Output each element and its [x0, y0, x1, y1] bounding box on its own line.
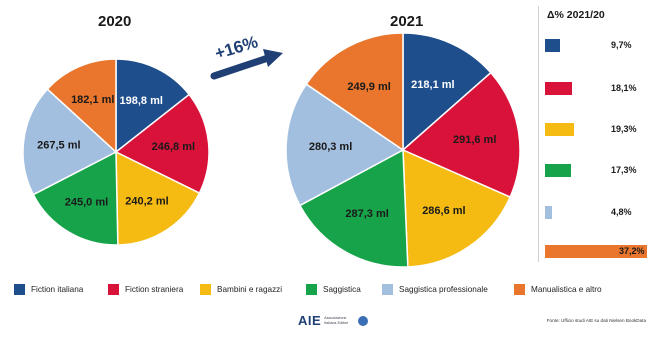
- aie-logo-text: Associazione Italiana Editori: [324, 316, 349, 325]
- delta-value-0: 9,7%: [611, 40, 632, 50]
- pie-2020-label-5: 182,1 ml: [71, 94, 114, 106]
- pie-2020-label-0: 198,8 ml: [119, 95, 162, 107]
- pie-2020-slice-0: [115, 58, 191, 154]
- legend-swatch-5: [514, 283, 525, 295]
- pie-2020-slice-3: [32, 150, 119, 246]
- delta-value-4: 4,8%: [611, 207, 632, 217]
- delta-panel: Δ% 2021/20 9,7% 18,1% 19,3% 17,3% 4,8% 37,2%: [538, 6, 651, 262]
- legend-item-2: Bambini e ragazzi: [200, 282, 282, 296]
- delta-bar-5: [545, 245, 647, 258]
- pie-2020-slice-4: [22, 88, 118, 196]
- legend-item-4: Saggistica professionale: [382, 282, 488, 296]
- pie-2021-label-1: 291,6 ml: [453, 134, 496, 146]
- delta-bar-1: [545, 82, 573, 95]
- pie-2020-title: 2020: [98, 13, 132, 30]
- legend-label-5: Manualistica e altro: [531, 284, 602, 294]
- pie-2020-label-1: 246,8 ml: [152, 141, 195, 153]
- legend-item-3: Saggistica: [306, 282, 361, 296]
- legend-label-0: Fiction italiana: [31, 284, 84, 294]
- pie-2020-label-4: 267,5 ml: [37, 139, 80, 151]
- pie-2021-slice-0: [402, 32, 492, 152]
- pie-2020-label-3: 245,0 ml: [65, 197, 108, 209]
- pie-2020-label-2: 240,2 ml: [125, 196, 168, 208]
- delta-value-3: 17,3%: [611, 165, 637, 175]
- legend-label-4: Saggistica professionale: [399, 284, 488, 294]
- pie-2021-slice-4: [285, 83, 405, 207]
- legend-item-5: Manualistica e altro: [514, 282, 602, 296]
- pie-2021-slice-1: [401, 71, 521, 199]
- aie-badge-icon: [358, 315, 369, 326]
- pie-2021-title: 2021: [390, 13, 424, 30]
- growth-label: +16%: [213, 32, 261, 63]
- pie-2020-slice-2: [115, 150, 201, 246]
- legend-swatch-4: [382, 283, 393, 295]
- pie-2021-slice-2: [402, 148, 512, 268]
- pie-charts-canvas: 198,8 ml 246,8 ml 240,2 ml 245,0 ml 267,5 ml…: [22, 32, 521, 268]
- legend-label-2: Bambini e ragazzi: [217, 284, 283, 294]
- legend-swatch-1: [108, 283, 119, 295]
- delta-value-5: 37,2%: [619, 246, 645, 256]
- delta-bar-2: [545, 123, 575, 136]
- pie-2021-slice-5: [305, 32, 404, 152]
- legend-swatch-0: [14, 283, 25, 295]
- aie-logo-mark: AIE: [298, 313, 322, 328]
- pie-2021-label-2: 286,6 ml: [422, 205, 465, 217]
- pie-2021-label-0: 218,1 ml: [411, 79, 454, 91]
- pie-2021-slice-3: [298, 148, 409, 268]
- pie-chart-2020: 198,8 ml 246,8 ml 240,2 ml 245,0 ml 267,5 ml…: [22, 58, 210, 246]
- delta-value-1: 18,1%: [611, 83, 637, 93]
- legend-item-0: Fiction italiana: [14, 282, 83, 296]
- pie-2020-slice-1: [114, 93, 210, 195]
- pie-2021-label-4: 280,3 ml: [309, 141, 352, 153]
- source-note: Fonte: Ufficio studi AIE su dati Nielsen…: [546, 318, 646, 323]
- delta-bar-4: [545, 206, 553, 219]
- pie-chart-2021: 218,1 ml 291,6 ml 286,6 ml 287,3 ml 280,3 ml…: [285, 32, 521, 268]
- legend-label-3: Saggistica: [323, 284, 361, 294]
- legend-swatch-3: [306, 283, 317, 295]
- legend-item-1: Fiction straniera: [108, 282, 183, 296]
- delta-bar-0: [545, 39, 560, 52]
- delta-bar-3: [545, 164, 572, 177]
- legend-swatch-2: [200, 283, 211, 295]
- delta-value-2: 19,3%: [611, 124, 637, 134]
- pie-2020-slice-5: [46, 58, 117, 154]
- legend-label-1: Fiction straniera: [125, 284, 184, 294]
- aie-logo: AIE Associazione Italiana Editori: [298, 313, 369, 328]
- pie-2021-label-3: 287,3 ml: [345, 208, 388, 220]
- delta-panel-title: Δ% 2021/20: [547, 9, 605, 21]
- growth-arrow: +16%: [210, 32, 283, 80]
- pie-2021-label-5: 249,9 ml: [347, 81, 390, 93]
